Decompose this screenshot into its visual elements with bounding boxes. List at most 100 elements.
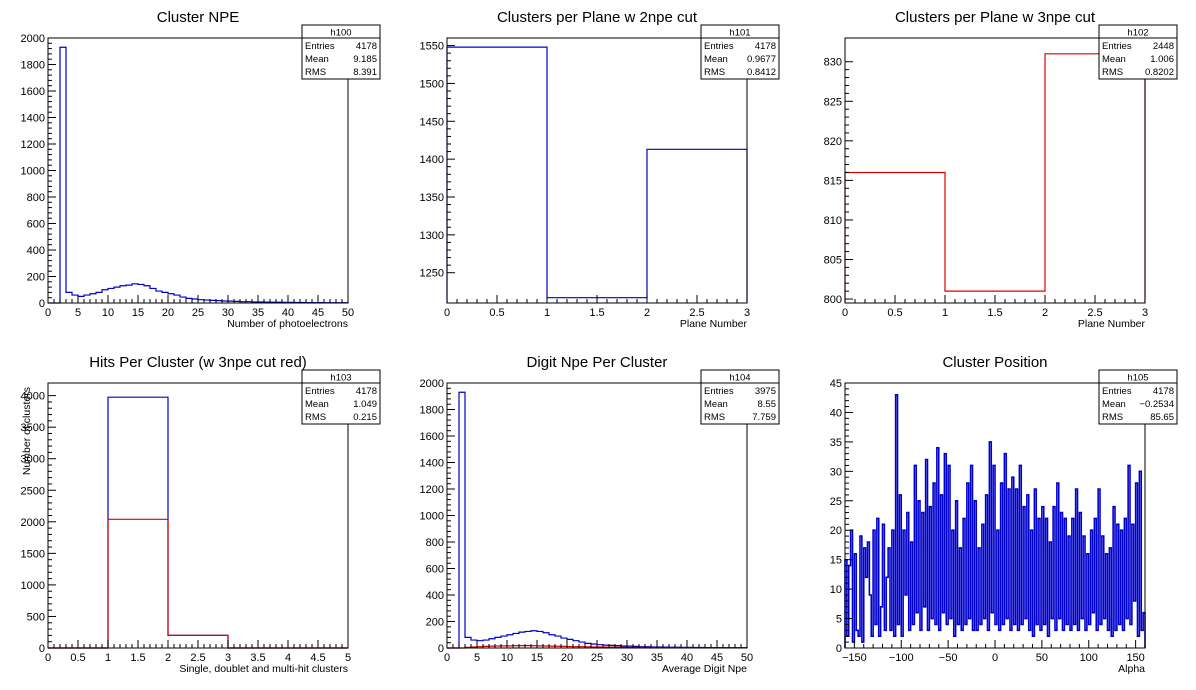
stats-box-frame [301, 24, 381, 80]
stats-label-mean: Mean [1102, 54, 1126, 65]
y-tick-label: 800 [824, 294, 842, 306]
x-tick-label: 0.5 [489, 307, 504, 319]
x-axis-label: Alpha [1118, 663, 1145, 675]
y-tick-label: 1400 [420, 154, 444, 166]
x-tick-label: 2 [644, 307, 650, 319]
stats-name: h104 [729, 373, 750, 384]
x-tick-label: 3 [744, 307, 750, 319]
y-tick-label: 1400 [21, 113, 45, 125]
stats-label-entries: Entries [1102, 386, 1132, 397]
stats-label-rms: RMS [305, 67, 326, 78]
x-tick-label: 0 [45, 307, 51, 319]
x-tick-label: 50 [741, 652, 753, 664]
x-tick-label: 30 [222, 307, 234, 319]
stats-name: h105 [1127, 373, 1148, 384]
stats-box: h105 Entries 4178 Mean −0.2534 RMS 85.65 [1098, 369, 1178, 425]
stats-value-rms: 0.8412 [747, 67, 776, 78]
chart-title: Cluster Position [942, 354, 1047, 371]
x-tick-label: −50 [939, 652, 958, 664]
chart-panel-h100: Cluster NPE 0 5 10 15 20 25 30 35 40 45 50 0 200 400 60… [21, 9, 381, 330]
y-tick-label: 20 [830, 525, 842, 537]
x-tick-label: 3 [225, 652, 231, 664]
histogram-series-0 [48, 46, 349, 304]
x-tick-label: 5 [75, 307, 81, 319]
stats-label-rms: RMS [1102, 67, 1123, 78]
histogram-series-0 [844, 393, 1146, 648]
stats-value-mean: 0.9677 [747, 54, 776, 65]
x-tick-label: 3.5 [250, 652, 265, 664]
x-tick-label: 40 [681, 652, 693, 664]
stats-value-entries: 4178 [755, 41, 776, 52]
chart-panel-h104: Digit Npe Per Cluster 0 5 10 15 20 25 30 35 40 45 5… [420, 354, 780, 675]
stats-value-mean: 1.049 [353, 399, 377, 410]
stats-label-rms: RMS [1102, 412, 1123, 423]
stats-box: h101 Entries 4178 Mean 0.9677 RMS 0.8412 [700, 24, 780, 80]
chart-panel-h105: Cluster Position −150 −100 −50 0 50 100 150 0 5 10… [830, 354, 1178, 675]
chart-title: Clusters per Plane w 3npe cut [895, 9, 1096, 26]
y-tick-label: 200 [426, 617, 444, 629]
y-tick-label: 600 [27, 219, 45, 231]
chart-title: Hits Per Cluster (w 3npe cut red) [89, 354, 307, 371]
stats-box: h104 Entries 3975 Mean 8.55 RMS 7.759 [700, 369, 780, 425]
y-tick-label: 30 [830, 466, 842, 478]
x-tick-label: 5 [474, 652, 480, 664]
x-tick-label: 1 [942, 307, 948, 319]
y-tick-label: 0 [39, 643, 45, 655]
y-tick-label: 1450 [420, 116, 444, 128]
x-axis-label: Plane Number [1078, 318, 1146, 330]
x-tick-label: 30 [621, 652, 633, 664]
stats-label-mean: Mean [704, 54, 728, 65]
y-tick-label: 500 [27, 611, 45, 623]
stats-value-mean: 8.55 [758, 399, 777, 410]
x-tick-label: 45 [312, 307, 324, 319]
x-tick-label: 10 [501, 652, 513, 664]
chart-panel-h101: Clusters per Plane w 2npe cut 0 0.5 1 1.5 2 2.… [420, 9, 780, 330]
stats-box-frame [301, 369, 381, 425]
x-tick-label: 1 [105, 652, 111, 664]
x-tick-label: 2.5 [1087, 307, 1102, 319]
histogram-series-1 [48, 518, 348, 649]
y-tick-label: 1300 [420, 230, 444, 242]
stats-name: h100 [330, 28, 351, 39]
stats-label-rms: RMS [305, 412, 326, 423]
stats-label-mean: Mean [704, 399, 728, 410]
x-tick-label: 10 [102, 307, 114, 319]
stats-name: h101 [729, 28, 750, 39]
histogram-series-0 [48, 396, 348, 649]
y-tick-label: 600 [426, 564, 444, 576]
y-tick-label: 2000 [21, 517, 45, 529]
y-tick-label: 820 [824, 136, 842, 148]
stats-label-mean: Mean [1102, 399, 1126, 410]
y-tick-label: 3500 [21, 422, 45, 434]
stats-value-rms: 85.65 [1150, 412, 1174, 423]
y-tick-label: 1800 [21, 60, 45, 72]
x-tick-label: 2 [1042, 307, 1048, 319]
x-tick-label: 1 [544, 307, 550, 319]
x-tick-label: 40 [282, 307, 294, 319]
chart-title: Cluster NPE [157, 9, 240, 26]
y-tick-label: 1600 [21, 86, 45, 98]
y-tick-label: 1200 [420, 484, 444, 496]
stats-label-entries: Entries [1102, 41, 1132, 52]
y-tick-label: 800 [426, 537, 444, 549]
x-tick-label: 0 [45, 652, 51, 664]
x-tick-label: 1.5 [589, 307, 604, 319]
x-tick-label: 50 [342, 307, 354, 319]
y-tick-label: 200 [27, 272, 45, 284]
y-axis-label: Number of clusters [21, 387, 33, 475]
stats-box-frame [1098, 369, 1178, 425]
x-tick-label: 150 [1126, 652, 1144, 664]
x-tick-label: 0 [444, 307, 450, 319]
chart-panel-h103: Hits Per Cluster (w 3npe cut red) 0 0.5 1 1.… [21, 354, 381, 675]
stats-label-mean: Mean [305, 399, 329, 410]
histogram-series-0 [844, 53, 1146, 303]
y-tick-label: 1000 [21, 580, 45, 592]
x-tick-label: 35 [651, 652, 663, 664]
y-tick-label: 10 [830, 584, 842, 596]
stats-value-entries: 4178 [356, 386, 377, 397]
x-tick-label: 15 [531, 652, 543, 664]
stats-box: h102 Entries 2448 Mean 1.006 RMS 0.8202 [1098, 24, 1178, 80]
x-tick-label: 2.5 [689, 307, 704, 319]
y-tick-label: 800 [27, 192, 45, 204]
